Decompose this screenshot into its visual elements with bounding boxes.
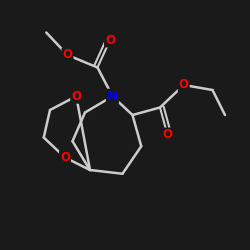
Text: O: O bbox=[179, 78, 189, 92]
Text: O: O bbox=[71, 90, 81, 103]
Text: O: O bbox=[162, 128, 172, 141]
Text: N: N bbox=[107, 90, 118, 103]
Text: O: O bbox=[105, 34, 115, 46]
Text: O: O bbox=[62, 48, 72, 62]
Text: O: O bbox=[60, 151, 70, 164]
